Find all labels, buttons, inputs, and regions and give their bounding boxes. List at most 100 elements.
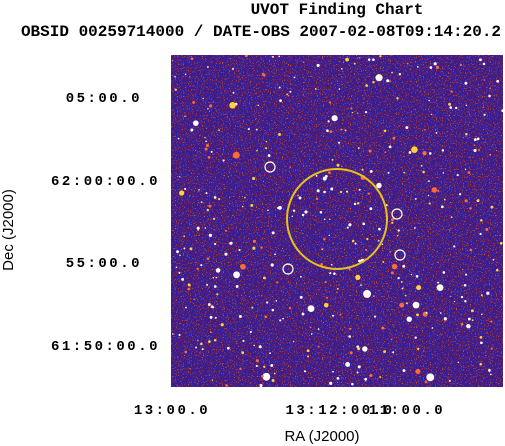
star bbox=[176, 250, 179, 254]
star bbox=[425, 311, 428, 314]
star bbox=[278, 55, 281, 58]
star bbox=[453, 300, 456, 303]
star bbox=[414, 197, 417, 200]
star bbox=[404, 294, 407, 297]
star bbox=[212, 217, 216, 221]
star bbox=[389, 250, 392, 253]
star bbox=[214, 242, 217, 246]
star bbox=[356, 202, 360, 205]
star bbox=[267, 209, 269, 212]
star bbox=[492, 258, 495, 261]
star bbox=[372, 295, 375, 298]
star bbox=[406, 62, 409, 65]
star bbox=[358, 259, 361, 263]
star bbox=[218, 129, 220, 131]
star bbox=[204, 136, 206, 139]
star bbox=[397, 229, 400, 232]
star bbox=[200, 342, 203, 346]
star bbox=[348, 268, 351, 271]
star bbox=[216, 293, 219, 296]
star bbox=[242, 339, 245, 342]
star bbox=[185, 306, 187, 309]
star bbox=[405, 126, 409, 130]
star bbox=[316, 63, 320, 67]
star bbox=[436, 284, 444, 292]
star bbox=[192, 100, 196, 104]
star bbox=[301, 312, 305, 316]
star bbox=[196, 226, 200, 230]
star bbox=[353, 62, 356, 65]
star bbox=[255, 359, 259, 363]
star bbox=[251, 306, 254, 309]
subtitle: OBSID 00259714000 / DATE-OBS 2007-02-08T… bbox=[21, 23, 501, 41]
star bbox=[207, 155, 211, 159]
x-tick-label: 13:00.0 bbox=[134, 403, 210, 419]
star bbox=[392, 136, 396, 140]
star bbox=[401, 287, 404, 290]
star bbox=[212, 306, 215, 309]
y-tick-label: 61:50:00.0 bbox=[51, 339, 160, 355]
star bbox=[360, 284, 362, 286]
star bbox=[496, 79, 499, 83]
star bbox=[247, 128, 250, 131]
star bbox=[204, 147, 208, 151]
star bbox=[406, 316, 412, 322]
star bbox=[402, 264, 406, 268]
star bbox=[271, 308, 275, 312]
star bbox=[304, 210, 308, 214]
star bbox=[329, 272, 332, 275]
star bbox=[464, 81, 468, 85]
star bbox=[460, 322, 464, 326]
star bbox=[489, 154, 491, 156]
sky-image bbox=[171, 55, 503, 387]
star bbox=[379, 55, 382, 58]
star bbox=[479, 58, 482, 62]
star bbox=[271, 379, 275, 382]
star bbox=[486, 291, 490, 295]
star bbox=[261, 374, 264, 378]
star bbox=[323, 238, 326, 241]
star bbox=[437, 189, 440, 192]
star bbox=[307, 305, 315, 312]
star bbox=[270, 364, 274, 367]
star bbox=[351, 111, 354, 114]
star bbox=[317, 328, 320, 330]
star bbox=[270, 263, 274, 267]
y-axis-label: Dec (J2000) bbox=[0, 189, 17, 271]
star bbox=[307, 355, 310, 358]
star bbox=[381, 326, 385, 330]
image-noise bbox=[171, 55, 503, 387]
star bbox=[390, 338, 393, 341]
star bbox=[177, 137, 180, 140]
star bbox=[279, 319, 282, 322]
star bbox=[378, 227, 381, 231]
star bbox=[470, 309, 474, 313]
star bbox=[365, 248, 368, 251]
star bbox=[490, 347, 493, 350]
star bbox=[488, 94, 491, 98]
star bbox=[464, 199, 468, 203]
star bbox=[464, 300, 467, 303]
star bbox=[426, 373, 435, 382]
star bbox=[356, 371, 359, 374]
star bbox=[403, 171, 406, 174]
star bbox=[238, 314, 242, 318]
star bbox=[319, 210, 323, 214]
star bbox=[213, 285, 217, 288]
stars bbox=[171, 55, 503, 387]
star bbox=[363, 290, 372, 298]
star bbox=[289, 166, 291, 169]
star bbox=[376, 182, 382, 189]
star bbox=[460, 295, 464, 299]
star bbox=[174, 88, 177, 91]
star bbox=[252, 239, 257, 243]
star bbox=[480, 219, 483, 222]
star bbox=[469, 248, 473, 252]
star bbox=[341, 68, 343, 70]
star bbox=[459, 193, 462, 196]
star bbox=[252, 177, 256, 181]
star bbox=[427, 194, 430, 197]
target-circle bbox=[286, 168, 388, 270]
star bbox=[235, 285, 239, 288]
star bbox=[433, 62, 437, 66]
